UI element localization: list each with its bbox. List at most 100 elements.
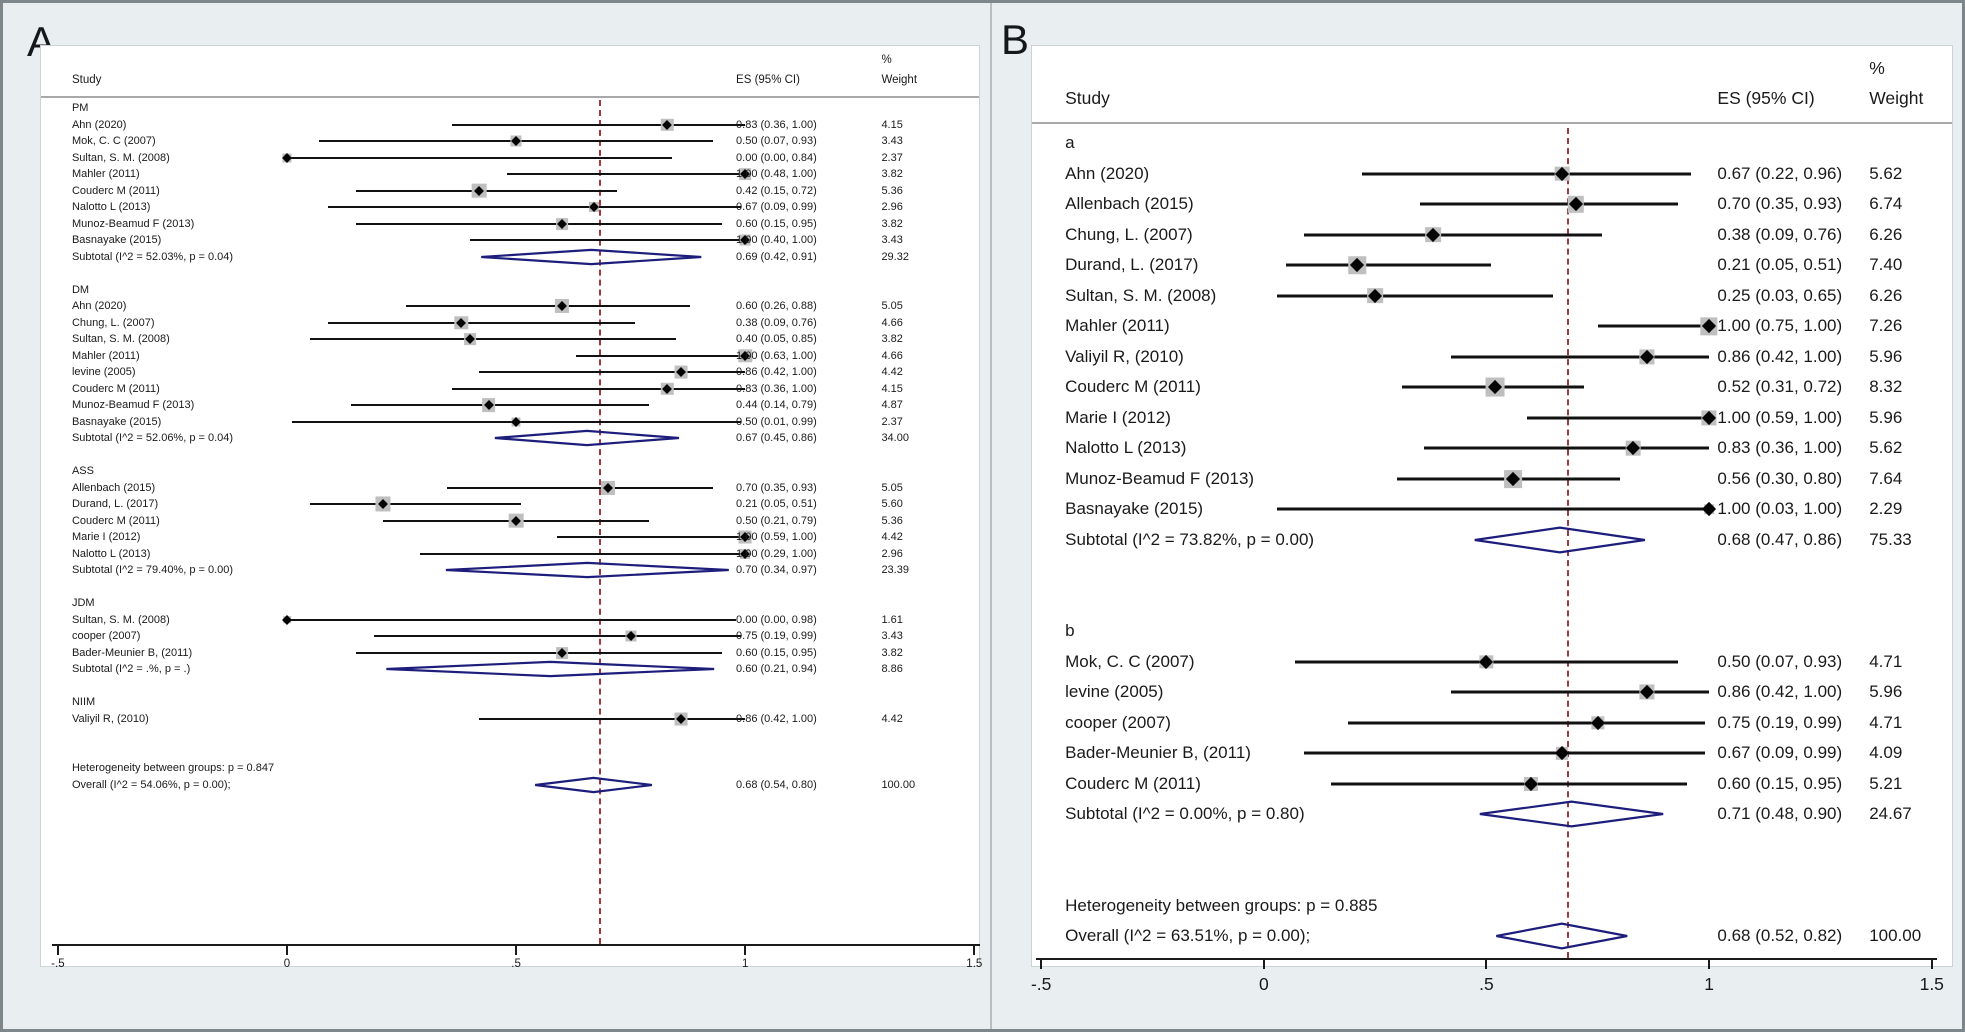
weight-value: 2.96: [881, 547, 903, 560]
study-label: Marie I (2012): [71, 531, 141, 544]
es-value: 0.67 (0.09, 0.99): [1717, 743, 1843, 763]
study-label: Couderc M (2011): [1065, 773, 1201, 793]
ci-line: [1419, 202, 1678, 206]
study-row: Couderc M (2011) 0.42 (0.15, 0.72) 5.36: [41, 183, 979, 200]
study-label: Basnayake (2015): [71, 234, 162, 247]
es-value: 0.67 (0.22, 0.96): [1717, 163, 1843, 183]
weight-value: 4.42: [881, 712, 903, 725]
axis-tick-label: 0: [283, 958, 291, 970]
ci-line: [1597, 324, 1710, 328]
es-value: 0.60 (0.26, 0.88): [736, 300, 817, 313]
weight-value: 5.05: [881, 481, 903, 494]
col-header-es: ES (95% CI): [736, 74, 800, 86]
group-label: DM: [71, 283, 90, 296]
es-value: 0.70 (0.35, 0.93): [1717, 194, 1843, 214]
ci-line: [557, 536, 746, 539]
es-value: 0.50 (0.21, 0.79): [736, 514, 817, 527]
axis-tick-label: 0: [1258, 974, 1269, 994]
study-label: Durand, L. (2017): [1065, 255, 1199, 275]
study-row: cooper (2007) 0.75 (0.19, 0.99) 3.43: [41, 628, 979, 645]
study-row: Couderc M (2011) 0.52 (0.31, 0.72) 8.32: [1032, 372, 1952, 403]
weight-value: 100.00: [881, 778, 916, 791]
pooled-diamond-icon: [493, 431, 681, 446]
es-value: 0.69 (0.42, 0.91): [736, 250, 817, 263]
study-label: Sultan, S. M. (2008): [71, 613, 170, 626]
ci-line: [355, 222, 723, 225]
weight-value: 8.86: [881, 663, 903, 676]
axis-tick-label: .5: [511, 958, 521, 970]
sub-row: Subtotal (I^2 = 73.82%, p = 0.00) 0.68 (0…: [1032, 525, 1952, 556]
study-row: cooper (2007) 0.75 (0.19, 0.99) 4.71: [1032, 708, 1952, 739]
study-row: Mok, C. C (2007) 0.50 (0.07, 0.93) 3.43: [41, 133, 979, 150]
weight-value: 4.66: [881, 316, 903, 329]
axis-tick: [1930, 959, 1933, 969]
study-row: Sultan, S. M. (2008) 0.00 (0.00, 0.84) 2.3…: [41, 150, 979, 167]
weight-value: 5.36: [881, 184, 903, 197]
axis-tick-label: 1.5: [966, 958, 983, 970]
ci-line: [1450, 690, 1710, 694]
study-row: Durand, L. (2017) 0.21 (0.05, 0.51) 7.40: [1032, 250, 1952, 281]
es-value: 0.00 (0.00, 0.98): [736, 613, 817, 626]
gap-row: [41, 727, 979, 744]
study-row: Chung, L. (2007) 0.38 (0.09, 0.76) 4.66: [41, 315, 979, 332]
sub-label: Subtotal (I^2 = 73.82%, p = 0.00): [1065, 529, 1315, 549]
axis-tick-label: -.5: [51, 958, 65, 970]
study-label: Sultan, S. M. (2008): [71, 333, 170, 346]
gap-row: [41, 265, 979, 282]
pooled-diamond-icon: [479, 249, 704, 264]
es-value: 0.60 (0.15, 0.95): [736, 646, 817, 659]
study-label: Ahn (2020): [1065, 163, 1150, 183]
study-label: Munoz-Beamud F (2013): [1065, 468, 1255, 488]
gap-row: [1032, 555, 1952, 586]
es-value: 0.56 (0.30, 0.80): [1717, 468, 1843, 488]
weight-value: 7.40: [1869, 255, 1903, 275]
weight-value: 5.05: [881, 300, 903, 313]
gap-row: [1032, 830, 1952, 861]
ci-line: [1330, 782, 1687, 786]
overall-row: Overall (I^2 = 63.51%, p = 0.00); 0.68 (0…: [1032, 921, 1952, 952]
study-label: levine (2005): [1065, 682, 1164, 702]
es-value: 0.75 (0.19, 0.99): [1717, 712, 1843, 732]
es-value: 0.44 (0.14, 0.79): [736, 399, 817, 412]
pooled-diamond-icon: [534, 777, 653, 792]
es-value: 0.83 (0.36, 1.00): [736, 118, 817, 131]
es-value: 0.68 (0.47, 0.86): [1717, 529, 1843, 549]
sub-row: Subtotal (I^2 = 79.40%, p = 0.00) 0.70 (0…: [41, 562, 979, 579]
axis-tick-label: 1.5: [1919, 974, 1944, 994]
weight-value: 5.62: [1869, 163, 1903, 183]
weight-value: 6.26: [1869, 224, 1903, 244]
group-label: PM: [71, 102, 89, 115]
es-value: 0.21 (0.05, 0.51): [1717, 255, 1843, 275]
group-row: DM: [41, 282, 979, 299]
es-value: 0.86 (0.42, 1.00): [1717, 346, 1843, 366]
es-value: 0.38 (0.09, 0.76): [736, 316, 817, 329]
es-value: 0.60 (0.21, 0.94): [736, 663, 817, 676]
note-label: Heterogeneity between groups: p = 0.847: [71, 762, 275, 775]
sub-row: Subtotal (I^2 = 0.00%, p = 0.80) 0.71 (0.…: [1032, 799, 1952, 830]
group-label: ASS: [71, 465, 94, 478]
ci-line: [309, 503, 521, 506]
ci-line: [1303, 751, 1705, 755]
study-row: Nalotto L (2013) 0.83 (0.36, 1.00) 5.62: [1032, 433, 1952, 464]
study-label: Bader-Meunier B, (2011): [71, 646, 193, 659]
ci-line: [351, 404, 649, 407]
study-row: Valiyil R, (2010) 0.86 (0.42, 1.00) 5.96: [1032, 342, 1952, 373]
study-row: Marie I (2012) 1.00 (0.59, 1.00) 4.42: [41, 529, 979, 546]
es-value: 0.50 (0.07, 0.93): [1717, 651, 1843, 671]
study-label: Mok, C. C (2007): [71, 135, 156, 148]
study-row: Chung, L. (2007) 0.38 (0.09, 0.76) 6.26: [1032, 220, 1952, 251]
es-value: 0.71 (0.48, 0.90): [1717, 804, 1843, 824]
reference-line: [598, 100, 601, 944]
weight-value: 3.82: [881, 646, 903, 659]
weight-value: 4.42: [881, 366, 903, 379]
study-row: Bader-Meunier B, (2011) 0.60 (0.15, 0.95)…: [41, 645, 979, 662]
ci-line: [374, 635, 741, 638]
study-row: Valiyil R, (2010) 0.86 (0.42, 1.00) 4.42: [41, 711, 979, 728]
study-label: Nalotto L (2013): [71, 547, 151, 560]
axis-tick-label: .5: [1479, 974, 1494, 994]
col-header-study: Study: [1065, 88, 1110, 108]
study-row: Allenbach (2015) 0.70 (0.35, 0.93) 5.05: [41, 480, 979, 497]
weight-value: 7.64: [1869, 468, 1903, 488]
es-value: 0.25 (0.03, 0.65): [1717, 285, 1843, 305]
